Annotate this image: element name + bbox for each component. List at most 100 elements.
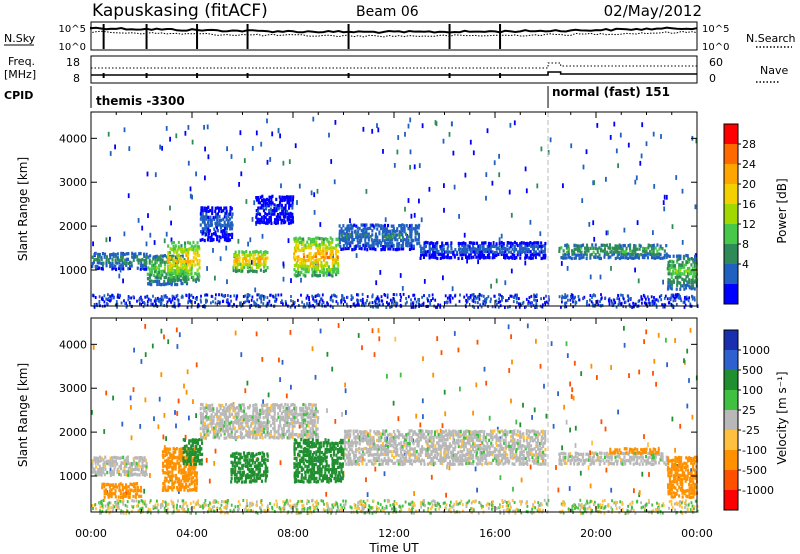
ground-scatter-cell — [521, 500, 523, 504]
ground-scatter-cell — [586, 499, 588, 503]
echo-cell — [284, 203, 287, 208]
ground-scatter-cell — [591, 509, 593, 512]
echo-cell — [524, 253, 527, 257]
echo-cell — [297, 243, 300, 247]
ground-scatter-cell — [240, 301, 242, 305]
ground-scatter-cell — [154, 297, 157, 301]
ground-scatter-cell — [532, 303, 535, 307]
echo-cell — [584, 246, 587, 250]
echo-cell — [116, 462, 119, 466]
ground-scatter-cell — [423, 294, 425, 298]
echo-cell — [125, 488, 128, 492]
ground-scatter-cell — [383, 507, 386, 510]
echo-cell — [510, 250, 513, 254]
echo-cell — [130, 470, 133, 475]
echo-cell — [425, 253, 428, 257]
echo-cell — [315, 270, 318, 274]
echo-cell — [446, 241, 449, 246]
echo-cell — [192, 248, 195, 252]
noise-cell — [589, 483, 592, 489]
noise-cell — [195, 171, 197, 177]
echo-cell — [194, 271, 197, 276]
echo-cell — [264, 198, 267, 202]
echo-cell — [140, 260, 143, 265]
ground-scatter-cell — [656, 501, 658, 505]
echo-cell — [663, 249, 666, 253]
echo-cell — [150, 279, 153, 283]
ground-scatter-cell — [290, 506, 293, 510]
echo-cell — [118, 465, 121, 469]
echo-cell — [450, 244, 453, 248]
ground-scatter-cell — [387, 302, 389, 306]
echo-cell — [683, 269, 686, 274]
ground-scatter-cell — [537, 507, 540, 511]
ground-scatter-cell — [648, 501, 650, 505]
noise-cell — [328, 271, 330, 277]
echo-cell — [679, 272, 682, 276]
noise-cell — [146, 171, 149, 177]
noise-cell — [511, 359, 513, 365]
echo-cell — [243, 254, 246, 258]
noise-cell — [653, 184, 656, 189]
echo-cell — [407, 226, 410, 231]
echo-cell — [531, 247, 534, 251]
echo-cell — [190, 456, 193, 460]
echo-cell — [273, 203, 276, 207]
noise-cell — [566, 353, 569, 358]
ground-scatter-cell — [480, 504, 483, 508]
echo-cell — [180, 479, 183, 483]
noise-cell — [394, 336, 397, 342]
ground-scatter-cell — [562, 511, 565, 515]
echo-cell — [134, 486, 137, 490]
echo-cell — [415, 238, 418, 242]
echo-cell — [359, 244, 362, 248]
echo-cell — [126, 459, 129, 463]
echo-cell — [188, 476, 191, 481]
freq-line — [91, 62, 697, 69]
echo-cell — [165, 476, 168, 481]
ground-scatter-cell — [257, 293, 260, 297]
ground-scatter-cell — [487, 295, 490, 299]
echo-cell — [185, 271, 188, 275]
echo-cell — [161, 273, 164, 277]
ground-scatter-cell — [442, 501, 445, 505]
echo-cell — [402, 239, 405, 243]
echo-cell — [565, 246, 568, 250]
ground-scatter-cell — [196, 296, 198, 299]
echo-cell — [284, 212, 287, 216]
echo-cell — [679, 275, 682, 279]
ground-scatter-cell — [306, 508, 309, 512]
echo-cell — [109, 256, 112, 260]
echo-cell — [489, 247, 492, 251]
echo-cell — [384, 223, 387, 228]
ground-scatter-cell — [105, 297, 108, 301]
echo-cell — [322, 246, 325, 251]
noise-cell — [176, 344, 179, 349]
ground-scatter-cell — [129, 303, 131, 306]
echo-cell — [647, 252, 650, 256]
ground-scatter-cell — [655, 305, 658, 309]
ground-scatter-cell — [137, 502, 140, 506]
ground-scatter-cell — [93, 303, 96, 306]
noise-cell — [510, 398, 512, 404]
echo-cell — [544, 253, 547, 257]
echo-cell — [199, 238, 202, 242]
noise-cell — [549, 137, 552, 143]
noise-cell — [165, 231, 168, 237]
ground-scatter-cell — [340, 508, 343, 512]
noise-cell — [333, 179, 336, 185]
echo-cell — [349, 235, 352, 239]
echo-cell — [667, 278, 670, 282]
echo-cell — [585, 249, 588, 253]
noise-cell — [563, 404, 565, 410]
echo-cell — [183, 250, 186, 254]
ground-scatter-cell — [256, 503, 258, 507]
ground-scatter-cell — [412, 305, 415, 309]
ground-scatter-cell — [233, 294, 236, 298]
echo-cell — [381, 232, 384, 237]
echo-cell — [317, 243, 320, 247]
echo-cell — [513, 240, 516, 245]
ground-scatter-cell — [514, 293, 517, 297]
echo-cell — [171, 241, 174, 245]
echo-cell — [585, 253, 588, 257]
